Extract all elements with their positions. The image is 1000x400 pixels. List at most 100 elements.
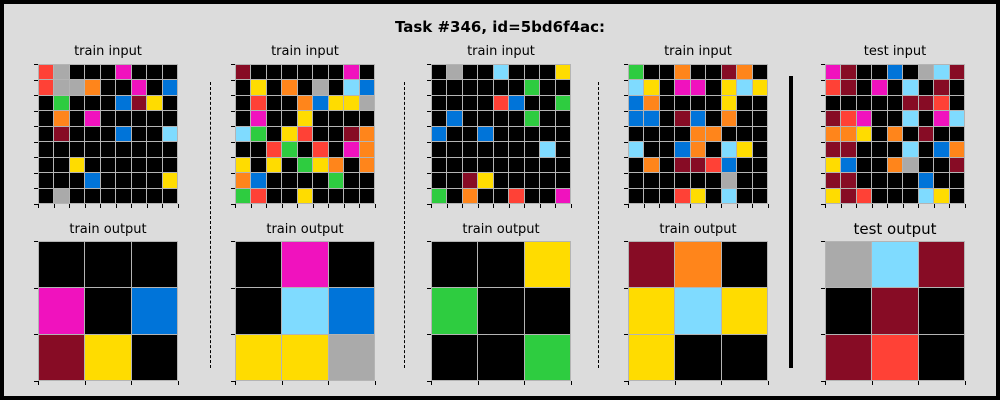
grid-cell [69, 111, 85, 126]
grid-cell [721, 157, 737, 173]
axis-tick [231, 188, 235, 189]
grid-cell [555, 126, 570, 142]
grid-cell [100, 157, 116, 173]
grid-cell [737, 188, 752, 203]
grid-cell [509, 111, 524, 126]
axis-tick [821, 288, 825, 289]
grid-cell [432, 173, 447, 188]
grid-cell [721, 334, 767, 380]
axis-tick [524, 204, 525, 208]
grid-cell [841, 173, 856, 188]
grid-cell [236, 288, 282, 334]
grid-cell [251, 111, 266, 126]
grid-cell [462, 65, 478, 80]
grid-cell [856, 142, 872, 157]
grid-cell [872, 242, 918, 288]
grid-cell [478, 65, 493, 80]
grid-cell [903, 95, 918, 111]
grid-cell [826, 80, 841, 95]
grid-cell [39, 95, 54, 111]
axis-tick [69, 204, 70, 208]
grid-cell [629, 65, 644, 80]
grid-cell [856, 173, 872, 188]
axis-tick [431, 381, 432, 385]
grid-cell [509, 65, 524, 80]
grid-cell [721, 142, 737, 157]
grid-cell [266, 65, 282, 80]
axis-tick [231, 173, 235, 174]
grid-cell [100, 126, 116, 142]
grid-cell [524, 157, 540, 173]
grid-cell [432, 80, 447, 95]
train-input-grid [431, 64, 571, 204]
test-output-label: test output [853, 220, 937, 238]
grid-cell [432, 242, 478, 288]
grid-cell [934, 173, 949, 188]
grid-cell [629, 188, 644, 203]
grid-cell [690, 80, 706, 95]
grid-cell [752, 188, 767, 203]
grid-cell [236, 188, 251, 203]
grid-cell [644, 126, 659, 142]
grid-cell [841, 111, 856, 126]
grid-cell [540, 173, 555, 188]
grid-cell [555, 111, 570, 126]
axis-tick [427, 204, 431, 205]
train-output-grid [628, 241, 768, 381]
grid-cell [555, 173, 570, 188]
axis-tick [131, 381, 132, 385]
train-input-grid [235, 64, 375, 204]
grid-cell [116, 65, 131, 80]
grid-cell [85, 173, 100, 188]
axis-tick [624, 126, 628, 127]
grid-cell [903, 126, 918, 142]
grid-cell [297, 111, 313, 126]
grid-cell [69, 95, 85, 111]
grid-cell [131, 126, 147, 142]
grid-cell [147, 142, 162, 157]
grid-cell [266, 142, 282, 157]
grid-cell [282, 157, 297, 173]
axis-tick [447, 204, 448, 208]
axis-tick [624, 334, 628, 335]
axis-tick [282, 381, 283, 385]
axis-tick [427, 142, 431, 143]
grid-cell [918, 242, 964, 288]
grid-cell [872, 188, 887, 203]
grid-cell [432, 334, 478, 380]
grid-cell [478, 173, 493, 188]
grid-cell [478, 142, 493, 157]
grid-cell [826, 188, 841, 203]
grid-cell [236, 95, 251, 111]
grid-cell [462, 111, 478, 126]
grid-cell [540, 111, 555, 126]
grid-cell [297, 173, 313, 188]
grid-cell [629, 173, 644, 188]
axis-tick [624, 381, 628, 382]
grid-cell [659, 157, 675, 173]
grid-cell [934, 142, 949, 157]
axis-tick [427, 241, 431, 242]
grid-cell [629, 111, 644, 126]
grid-cell [706, 95, 721, 111]
grid-cell [266, 111, 282, 126]
grid-cell [39, 334, 85, 380]
grid-cell [493, 188, 509, 203]
grid-cell [856, 157, 872, 173]
grid-cell [706, 173, 721, 188]
grid-cell [752, 95, 767, 111]
grid-cell [447, 142, 462, 157]
axis-tick [328, 204, 329, 208]
train-input-label: train input [271, 44, 339, 59]
grid-cell [162, 173, 177, 188]
grid-cell [100, 111, 116, 126]
grid-cell [659, 80, 675, 95]
grid-cell [54, 188, 69, 203]
grid-cell [903, 142, 918, 157]
grid-cell [721, 173, 737, 188]
grid-cell [659, 65, 675, 80]
grid-cell [675, 95, 690, 111]
grid-cell [887, 126, 903, 142]
grid-cell [54, 142, 69, 157]
grid-cell [54, 173, 69, 188]
